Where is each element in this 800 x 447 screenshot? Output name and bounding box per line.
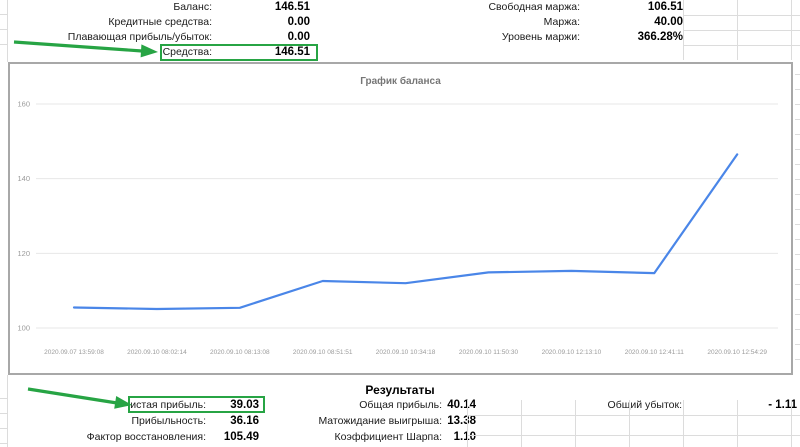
credit-value: 0.00 <box>287 16 310 28</box>
sheet-gridline <box>575 400 576 447</box>
gross-profit-value: 40.14 <box>447 399 476 411</box>
sheet-gridline <box>0 398 8 399</box>
gross-loss-value: - 1.11 <box>768 399 797 411</box>
y-tick-label: 120 <box>17 249 30 258</box>
chart-title: График баланса <box>360 76 441 87</box>
sheet-gridline <box>683 30 800 31</box>
sharpe-ratio-value: 1.10 <box>453 431 476 443</box>
sharpe-ratio-label: Коэффициент Шарпа: <box>334 431 442 443</box>
sheet-gridline <box>0 428 8 429</box>
sheet-gridline <box>683 15 800 16</box>
sheet-gridline <box>0 44 8 45</box>
recovery-factor-value: 105.49 <box>223 431 259 443</box>
x-tick-label: 2020.09.10 12:54:29 <box>707 349 767 356</box>
balance-value: 146.51 <box>274 1 310 13</box>
gross-loss-label: Общий убыток: <box>607 399 682 411</box>
net-profit-value: 39.03 <box>230 399 259 411</box>
sheet-gridline <box>683 45 800 46</box>
free-margin-value: 106.51 <box>647 1 683 13</box>
y-tick-label: 160 <box>17 100 30 109</box>
sheet-gridline <box>521 400 522 447</box>
floating-pl-label: Плавающая прибыль/убыток: <box>67 31 212 43</box>
sheet-gridline <box>7 0 8 62</box>
green-arrow-icon <box>27 387 132 409</box>
balance-chart: График баланса 160 140 120 100 2020.09.07 13… <box>8 62 793 375</box>
x-tick-label: 2020.09.10 10:34:18 <box>376 349 436 356</box>
results-title: Результаты <box>365 383 435 397</box>
balance-line-chart: 160 140 120 100 2020.09.07 13:59:08 2020.09.1… <box>17 100 778 356</box>
margin-label: Маржа: <box>543 16 580 28</box>
sheet-gridline <box>737 400 738 447</box>
y-tick-label: 100 <box>17 324 30 333</box>
equity-value: 146.51 <box>274 46 310 58</box>
sheet-gridline <box>467 415 800 416</box>
net-profit-label: Чистая прибыль: <box>123 399 206 411</box>
sheet-gridline <box>0 29 8 30</box>
expected-payoff-value: 13.38 <box>447 415 476 427</box>
x-tick-label: 2020.09.10 12:41:11 <box>625 349 685 356</box>
profitability-value: 36.16 <box>230 415 259 427</box>
sheet-gridline <box>7 375 8 447</box>
balance-line <box>72 153 739 311</box>
sheet-gridlines-right <box>795 64 800 373</box>
recovery-factor-label: Фактор восстановления: <box>86 431 206 443</box>
margin-value: 40.00 <box>654 16 683 28</box>
equity-label: Средства: <box>162 46 212 58</box>
floating-pl-value: 0.00 <box>287 31 310 43</box>
x-tick-label: 2020.09.10 08:51:51 <box>293 349 353 356</box>
free-margin-label: Свободная маржа: <box>488 1 580 13</box>
margin-level-value: 366.28% <box>637 31 683 43</box>
balance-label: Баланс: <box>173 1 212 13</box>
x-tick-label: 2020.09.07 13:59:08 <box>44 349 104 356</box>
x-tick-label: 2020.09.10 08:02:14 <box>127 349 187 356</box>
credit-label: Кредитные средства: <box>108 16 212 28</box>
sheet-gridline <box>683 400 684 447</box>
sheet-gridline <box>629 400 630 447</box>
sheet-gridline <box>0 413 8 414</box>
expected-payoff-label: Матожидание выигрыша: <box>318 415 442 427</box>
profitability-label: Прибыльность: <box>131 415 207 427</box>
x-tick-label: 2020.09.10 11:50:30 <box>459 349 519 356</box>
y-tick-label: 140 <box>17 174 30 183</box>
x-tick-label: 2020.09.10 08:13:08 <box>210 349 270 356</box>
green-arrow-icon <box>13 40 158 58</box>
sheet-gridline <box>0 443 8 444</box>
x-tick-label: 2020.09.10 12:13:10 <box>542 349 602 356</box>
sheet-gridline <box>791 400 792 447</box>
margin-level-label: Уровень маржи: <box>501 31 580 43</box>
gross-profit-label: Общая прибыль: <box>359 399 442 411</box>
sheet-gridline <box>467 400 468 447</box>
sheet-gridline <box>0 14 8 15</box>
sheet-gridline <box>467 435 800 436</box>
